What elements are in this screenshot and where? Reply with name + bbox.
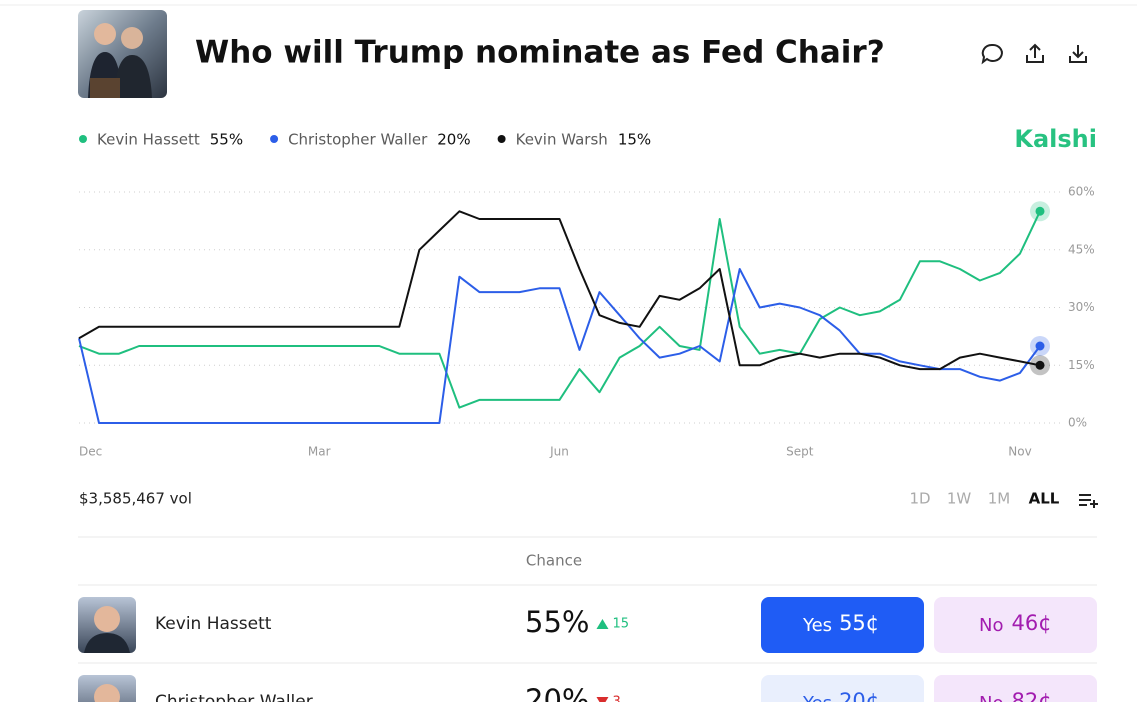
change-value: 3: [612, 695, 620, 702]
legend-name: Kevin Hassett: [97, 131, 200, 149]
x-tick-label: Nov: [1008, 445, 1031, 459]
legend-dot: [270, 135, 279, 143]
list-icon[interactable]: [1079, 494, 1098, 508]
outcome-name: Kevin Hassett: [155, 614, 272, 634]
brand-logo: Kalshi: [1014, 125, 1097, 153]
no-price[interactable]: 82¢: [1011, 689, 1051, 702]
legend-name: Kevin Warsh: [516, 131, 608, 149]
y-tick-label: 45%: [1068, 242, 1095, 256]
legend-value: 15%: [618, 131, 651, 149]
end-dot: [1035, 341, 1045, 351]
market-image: [78, 10, 167, 98]
avatar-body: [84, 633, 130, 653]
legend-name: Christopher Waller: [288, 131, 428, 149]
yes-label[interactable]: Yes: [802, 693, 832, 702]
y-tick-label: 30%: [1068, 300, 1095, 314]
no-button[interactable]: [934, 675, 1097, 702]
x-tick-label: Jun: [549, 445, 569, 459]
table-header: Chance: [526, 552, 582, 570]
no-label[interactable]: No: [979, 615, 1003, 636]
change-up-icon: [596, 619, 609, 629]
x-tick-label: Dec: [79, 445, 102, 459]
x-tick-label: Sept: [786, 445, 814, 459]
end-dot: [1035, 360, 1045, 370]
market-title: Who will Trump nominate as Fed Chair?: [195, 35, 885, 71]
no-price[interactable]: 46¢: [1011, 611, 1051, 635]
range-button[interactable]: 1D: [909, 490, 930, 508]
no-label[interactable]: No: [979, 693, 1003, 702]
yes-button[interactable]: [761, 597, 924, 653]
share-icon[interactable]: [1026, 43, 1044, 63]
volume: $3,585,467 vol: [79, 490, 192, 508]
outcome-chance: 20%: [525, 683, 589, 702]
outcome-chance: 55%: [525, 605, 589, 639]
yes-label[interactable]: Yes: [802, 615, 832, 636]
outcome-name: Christopher Waller: [155, 692, 313, 702]
no-button[interactable]: [934, 597, 1097, 653]
series-line: [78, 210, 1041, 371]
series-line: [78, 268, 1041, 424]
y-tick-label: 15%: [1068, 358, 1095, 372]
avatar-face: [94, 606, 120, 632]
legend-dot: [79, 135, 87, 143]
download-icon[interactable]: [1069, 45, 1087, 63]
legend-value: 20%: [437, 131, 470, 149]
x-tick-label: Mar: [308, 445, 331, 459]
y-tick-label: 0%: [1068, 416, 1087, 430]
range-button[interactable]: ALL: [1029, 490, 1060, 508]
change-value: 15: [612, 617, 629, 632]
end-dot: [1035, 206, 1045, 216]
y-tick-label: 60%: [1068, 185, 1095, 199]
yes-price[interactable]: 55¢: [839, 611, 879, 635]
change-down-icon: [596, 697, 609, 702]
avatar-face: [94, 684, 120, 702]
legend-dot: [497, 135, 506, 143]
series-line: [78, 210, 1041, 409]
legend-value: 55%: [210, 131, 243, 149]
range-button[interactable]: 1M: [988, 490, 1011, 508]
comment-icon[interactable]: [981, 43, 1003, 65]
range-button[interactable]: 1W: [947, 490, 972, 508]
yes-button[interactable]: [761, 675, 924, 702]
yes-price[interactable]: 20¢: [839, 689, 879, 702]
